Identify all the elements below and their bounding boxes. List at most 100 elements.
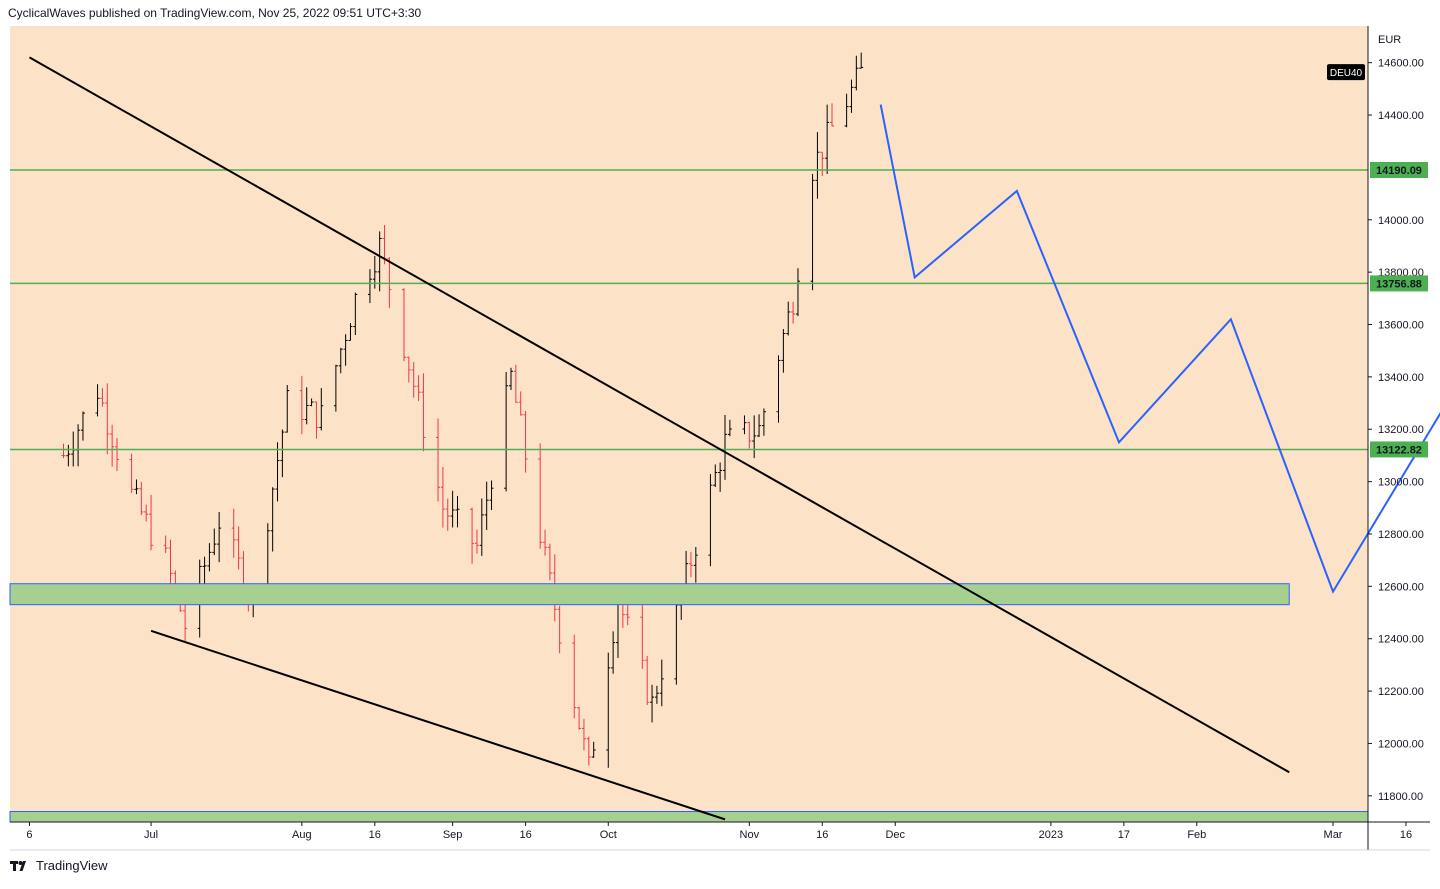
ohlc-bar [795, 268, 800, 317]
ohlc-bar [830, 103, 835, 127]
ohlc-bar [791, 301, 796, 324]
ohlc-bar [270, 487, 275, 552]
level-price-badge [1370, 161, 1428, 178]
ohlc-bar [377, 231, 382, 292]
ohlc-bar [445, 498, 450, 531]
ohlc-bar [80, 411, 85, 441]
ohlc-bar [285, 385, 290, 433]
footer[interactable]: TradingView [10, 858, 108, 873]
ohlc-bar [95, 384, 100, 417]
trendline [150, 629, 726, 821]
ohlc-bar [810, 173, 815, 291]
ohlc-bar [504, 371, 509, 492]
levels-layer [10, 169, 1368, 451]
x-tick-label: 2023 [1039, 829, 1063, 841]
ohlc-bar [319, 388, 324, 431]
ohlc-bar [508, 367, 513, 390]
ohlc-bar [280, 429, 285, 478]
ohlc-bar [387, 257, 392, 309]
ohlc-bar [115, 437, 120, 472]
ohlc-bar [513, 364, 518, 403]
ohlc-bar [436, 418, 441, 502]
ohlc-bar [479, 498, 484, 556]
ohlc-bar [693, 546, 698, 583]
candles-layer [61, 52, 864, 768]
ohlc-bar [110, 424, 115, 467]
ohlc-bar [367, 269, 372, 304]
x-tick-label: 16 [519, 829, 531, 841]
x-tick-label: Feb [1187, 829, 1206, 841]
ohlc-bar [139, 481, 144, 516]
level-price-label: 13756.88 [1376, 278, 1422, 290]
ohlc-bar [61, 443, 66, 459]
ohlc-bar [659, 659, 664, 707]
y-tick-label: 12200.00 [1378, 686, 1424, 698]
y-tick-label: 13200.00 [1378, 424, 1424, 436]
level-price-badge [1370, 275, 1428, 292]
ohlc-bar [231, 508, 236, 558]
ohlc-bar [581, 718, 586, 751]
ohlc-bar [144, 504, 149, 522]
x-tick-label: 16 [1400, 829, 1412, 841]
ohlc-bar [640, 600, 645, 669]
ohlc-bar [718, 462, 723, 492]
ohlc-bar [844, 93, 849, 128]
level-price-label: 13122.82 [1376, 444, 1422, 456]
ohlc-bar [304, 387, 309, 425]
y-tick-label: 12000.00 [1378, 738, 1424, 750]
trendline [28, 56, 1290, 774]
publish-info: CyclicalWaves published on TradingView.c… [8, 6, 422, 20]
ohlc-bar [484, 481, 489, 530]
ohlc-bar [217, 512, 222, 563]
ohlc-bar [275, 442, 280, 502]
ohlc-bar [401, 288, 406, 362]
ohlc-bar [105, 383, 110, 455]
ohlc-bar [547, 543, 552, 581]
ohlc-bar [572, 634, 577, 719]
ohlc-bar [761, 408, 766, 436]
ohlc-bar [786, 301, 791, 336]
axes-layer: EUR14600.0014400.0014000.0013800.0013600… [10, 26, 1430, 851]
ohlc-bar [688, 551, 693, 578]
ohlc-bar [163, 535, 168, 554]
footer-brand: TradingView [36, 858, 108, 873]
level-price-label: 14190.09 [1376, 165, 1422, 177]
ohlc-bar [742, 415, 747, 435]
ohlc-bar [440, 466, 445, 528]
ohlc-bar [577, 707, 582, 730]
ohlc-bar [168, 539, 173, 590]
projection-path [879, 104, 1440, 594]
ohlc-bar [406, 356, 411, 383]
currency-label: EUR [1378, 34, 1401, 46]
ohlc-bar [100, 388, 105, 407]
ohlc-bar [557, 605, 562, 654]
ohlc-bar [518, 391, 523, 416]
y-tick-label: 11800.00 [1378, 791, 1423, 803]
x-tick-label: Dec [885, 829, 905, 841]
symbol-tag-label: DEU40 [1330, 68, 1363, 79]
ohlc-bar [202, 556, 207, 584]
y-tick-label: 12600.00 [1378, 581, 1424, 593]
ohlc-bar [825, 104, 830, 174]
ohlc-bar [470, 507, 475, 564]
ohlc-bar [149, 494, 154, 551]
ohlc-bar [757, 414, 762, 438]
y-tick-label: 14000.00 [1378, 215, 1424, 227]
projection-layer [879, 104, 1440, 594]
ohlc-bar [752, 415, 757, 459]
ohlc-bar [343, 334, 348, 366]
y-tick-label: 14600.00 [1378, 58, 1424, 70]
ohlc-bar [849, 79, 854, 113]
ohlc-bar [708, 474, 713, 567]
trendlines-layer [28, 56, 1290, 821]
x-tick-label: 6 [26, 829, 32, 841]
zones-layer [9, 583, 1369, 823]
ohlc-bar [713, 464, 718, 488]
y-tick-label: 12800.00 [1378, 529, 1424, 541]
level-price-badge [1370, 441, 1428, 458]
x-tick-label: 16 [816, 829, 828, 841]
ohlc-bar [348, 323, 353, 341]
y-tick-label: 13000.00 [1378, 477, 1424, 489]
